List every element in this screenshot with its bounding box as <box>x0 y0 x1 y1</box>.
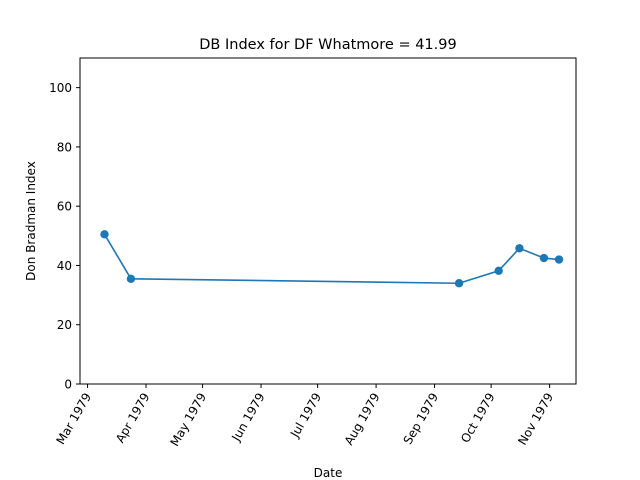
plot-area <box>80 58 576 384</box>
data-point <box>515 244 524 253</box>
x-tick-label: Aug 1979 <box>342 391 383 448</box>
y-tick-label: 40 <box>57 259 72 273</box>
x-tick-label: Jun 1979 <box>228 391 267 445</box>
y-axis: 0 20 40 60 80 100 <box>49 81 80 392</box>
x-tick-label: Oct 1979 <box>458 391 498 446</box>
chart-title: DB Index for DF Whatmore = 41.99 <box>199 37 456 53</box>
y-axis-label: Don Bradman Index <box>24 161 38 281</box>
data-point <box>554 255 564 264</box>
x-tick-label: Apr 1979 <box>113 391 153 446</box>
x-tick-label: Sep 1979 <box>401 391 442 447</box>
y-tick-label: 100 <box>49 81 72 95</box>
x-tick-label: Nov 1979 <box>515 391 556 448</box>
data-point <box>126 274 136 283</box>
data-point <box>539 253 549 263</box>
data-point <box>454 279 464 288</box>
plot-frame <box>79 57 577 385</box>
x-axis-label: Date <box>314 466 343 480</box>
y-tick-label: 80 <box>57 140 72 154</box>
y-tick-label: 0 <box>64 378 72 392</box>
y-tick-label: 20 <box>57 318 72 332</box>
data-point <box>494 266 503 275</box>
series-group <box>100 230 564 288</box>
y-tick-label: 60 <box>57 200 72 214</box>
x-tick-label: Mar 1979 <box>54 391 95 447</box>
x-tick-label: Jul 1979 <box>287 391 324 441</box>
data-point <box>100 230 109 239</box>
x-axis: Mar 1979 Apr 1979 May 1979 Jun 1979 Jul 1979… <box>54 384 556 449</box>
x-tick-label: May 1979 <box>167 391 209 449</box>
